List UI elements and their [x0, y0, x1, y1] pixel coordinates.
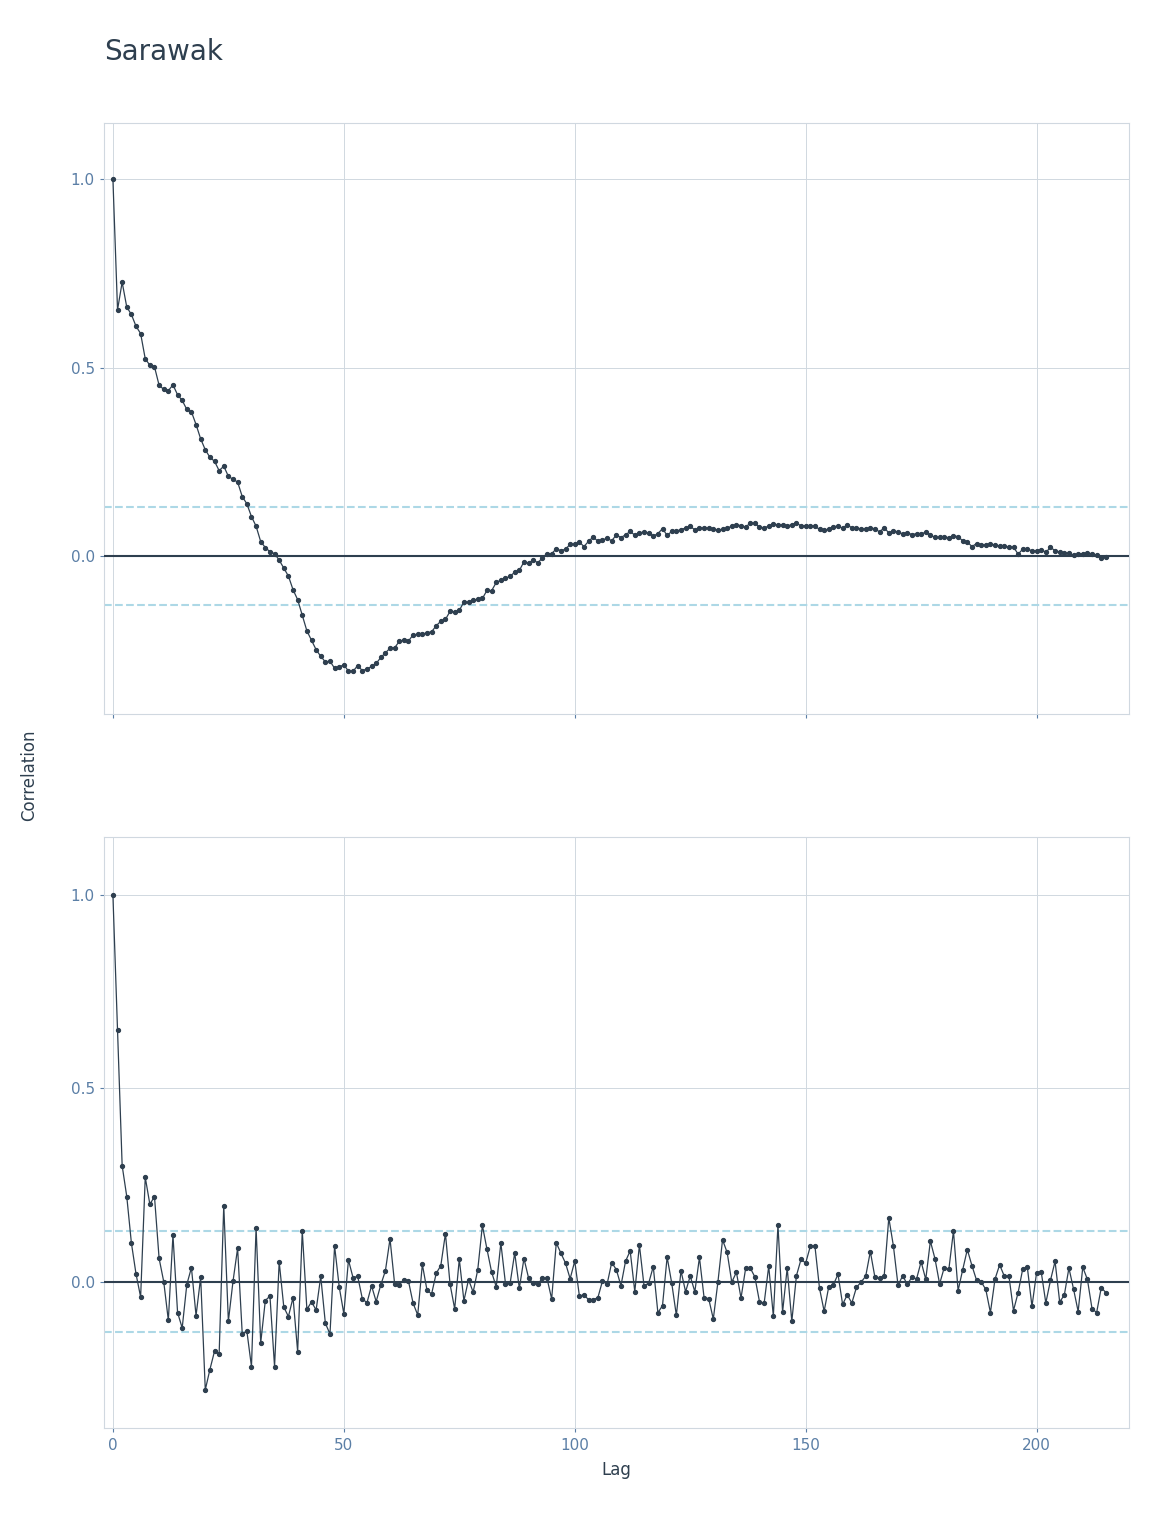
Text: ACF: ACF: [600, 95, 632, 112]
Text: Sarawak: Sarawak: [104, 38, 222, 66]
Text: PACF: PACF: [596, 809, 637, 826]
X-axis label: Lag: Lag: [601, 1461, 631, 1479]
Text: Correlation: Correlation: [20, 730, 38, 822]
